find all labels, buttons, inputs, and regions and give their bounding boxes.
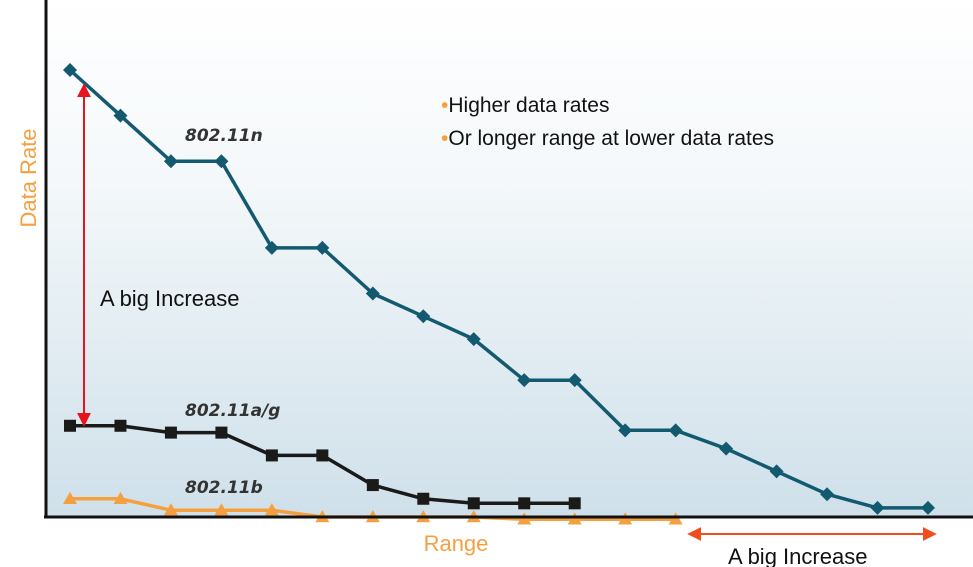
data-point [163,503,178,516]
series-80211n [63,63,935,515]
data-point [114,419,127,432]
y-axis-title: Data Rate [16,128,41,227]
data-point [113,491,128,505]
data-point [365,286,380,301]
data-point [417,492,430,505]
series-line [68,68,928,510]
data-point [264,503,279,516]
data-point [113,108,128,123]
bullet-text: Higher data rates [448,94,609,117]
bullet-list: •Higher data rates •Or longer range at l… [441,94,774,150]
bullet-marker: • [441,94,448,117]
data-point [467,497,480,510]
bullet-item: •Higher data rates [441,94,609,117]
data-point [567,373,582,388]
data-point [366,479,379,492]
series-label-80211n: 802.11n [185,126,263,146]
data-point [64,419,76,432]
horizontal-increase-label: A big Increase [728,544,867,567]
vertical-increase-label: A big Increase [100,286,239,311]
data-point [63,491,77,505]
data-point [215,426,228,439]
data-point [820,487,835,502]
series-layer [63,63,935,525]
data-point [214,503,229,516]
data-point [921,500,935,515]
data-point [618,423,633,438]
data-point [265,449,278,462]
data-point [164,426,177,439]
bullet-marker: • [441,127,448,150]
data-point [214,154,229,169]
x-axis-title: Range [424,531,489,556]
bullet-item: •Or longer range at lower data rates [441,127,774,150]
data-point [63,63,77,77]
data-point [568,497,581,510]
bullet-text: Or longer range at lower data rates [448,127,774,150]
data-point [517,373,532,388]
data-point [316,449,329,462]
series-80211ag [64,419,581,510]
data-point [466,332,481,347]
data-point [518,497,531,510]
data-point [870,500,885,515]
plot-background [46,0,973,517]
data-point [264,240,279,255]
data-point [315,240,330,255]
data-point [668,423,683,438]
series-label-80211b: 802.11b [185,478,263,498]
data-point [416,309,431,324]
data-point [769,464,784,479]
data-point [719,441,734,456]
series-label-80211ag: 802.11a/g [185,401,280,421]
data-point [163,154,178,169]
